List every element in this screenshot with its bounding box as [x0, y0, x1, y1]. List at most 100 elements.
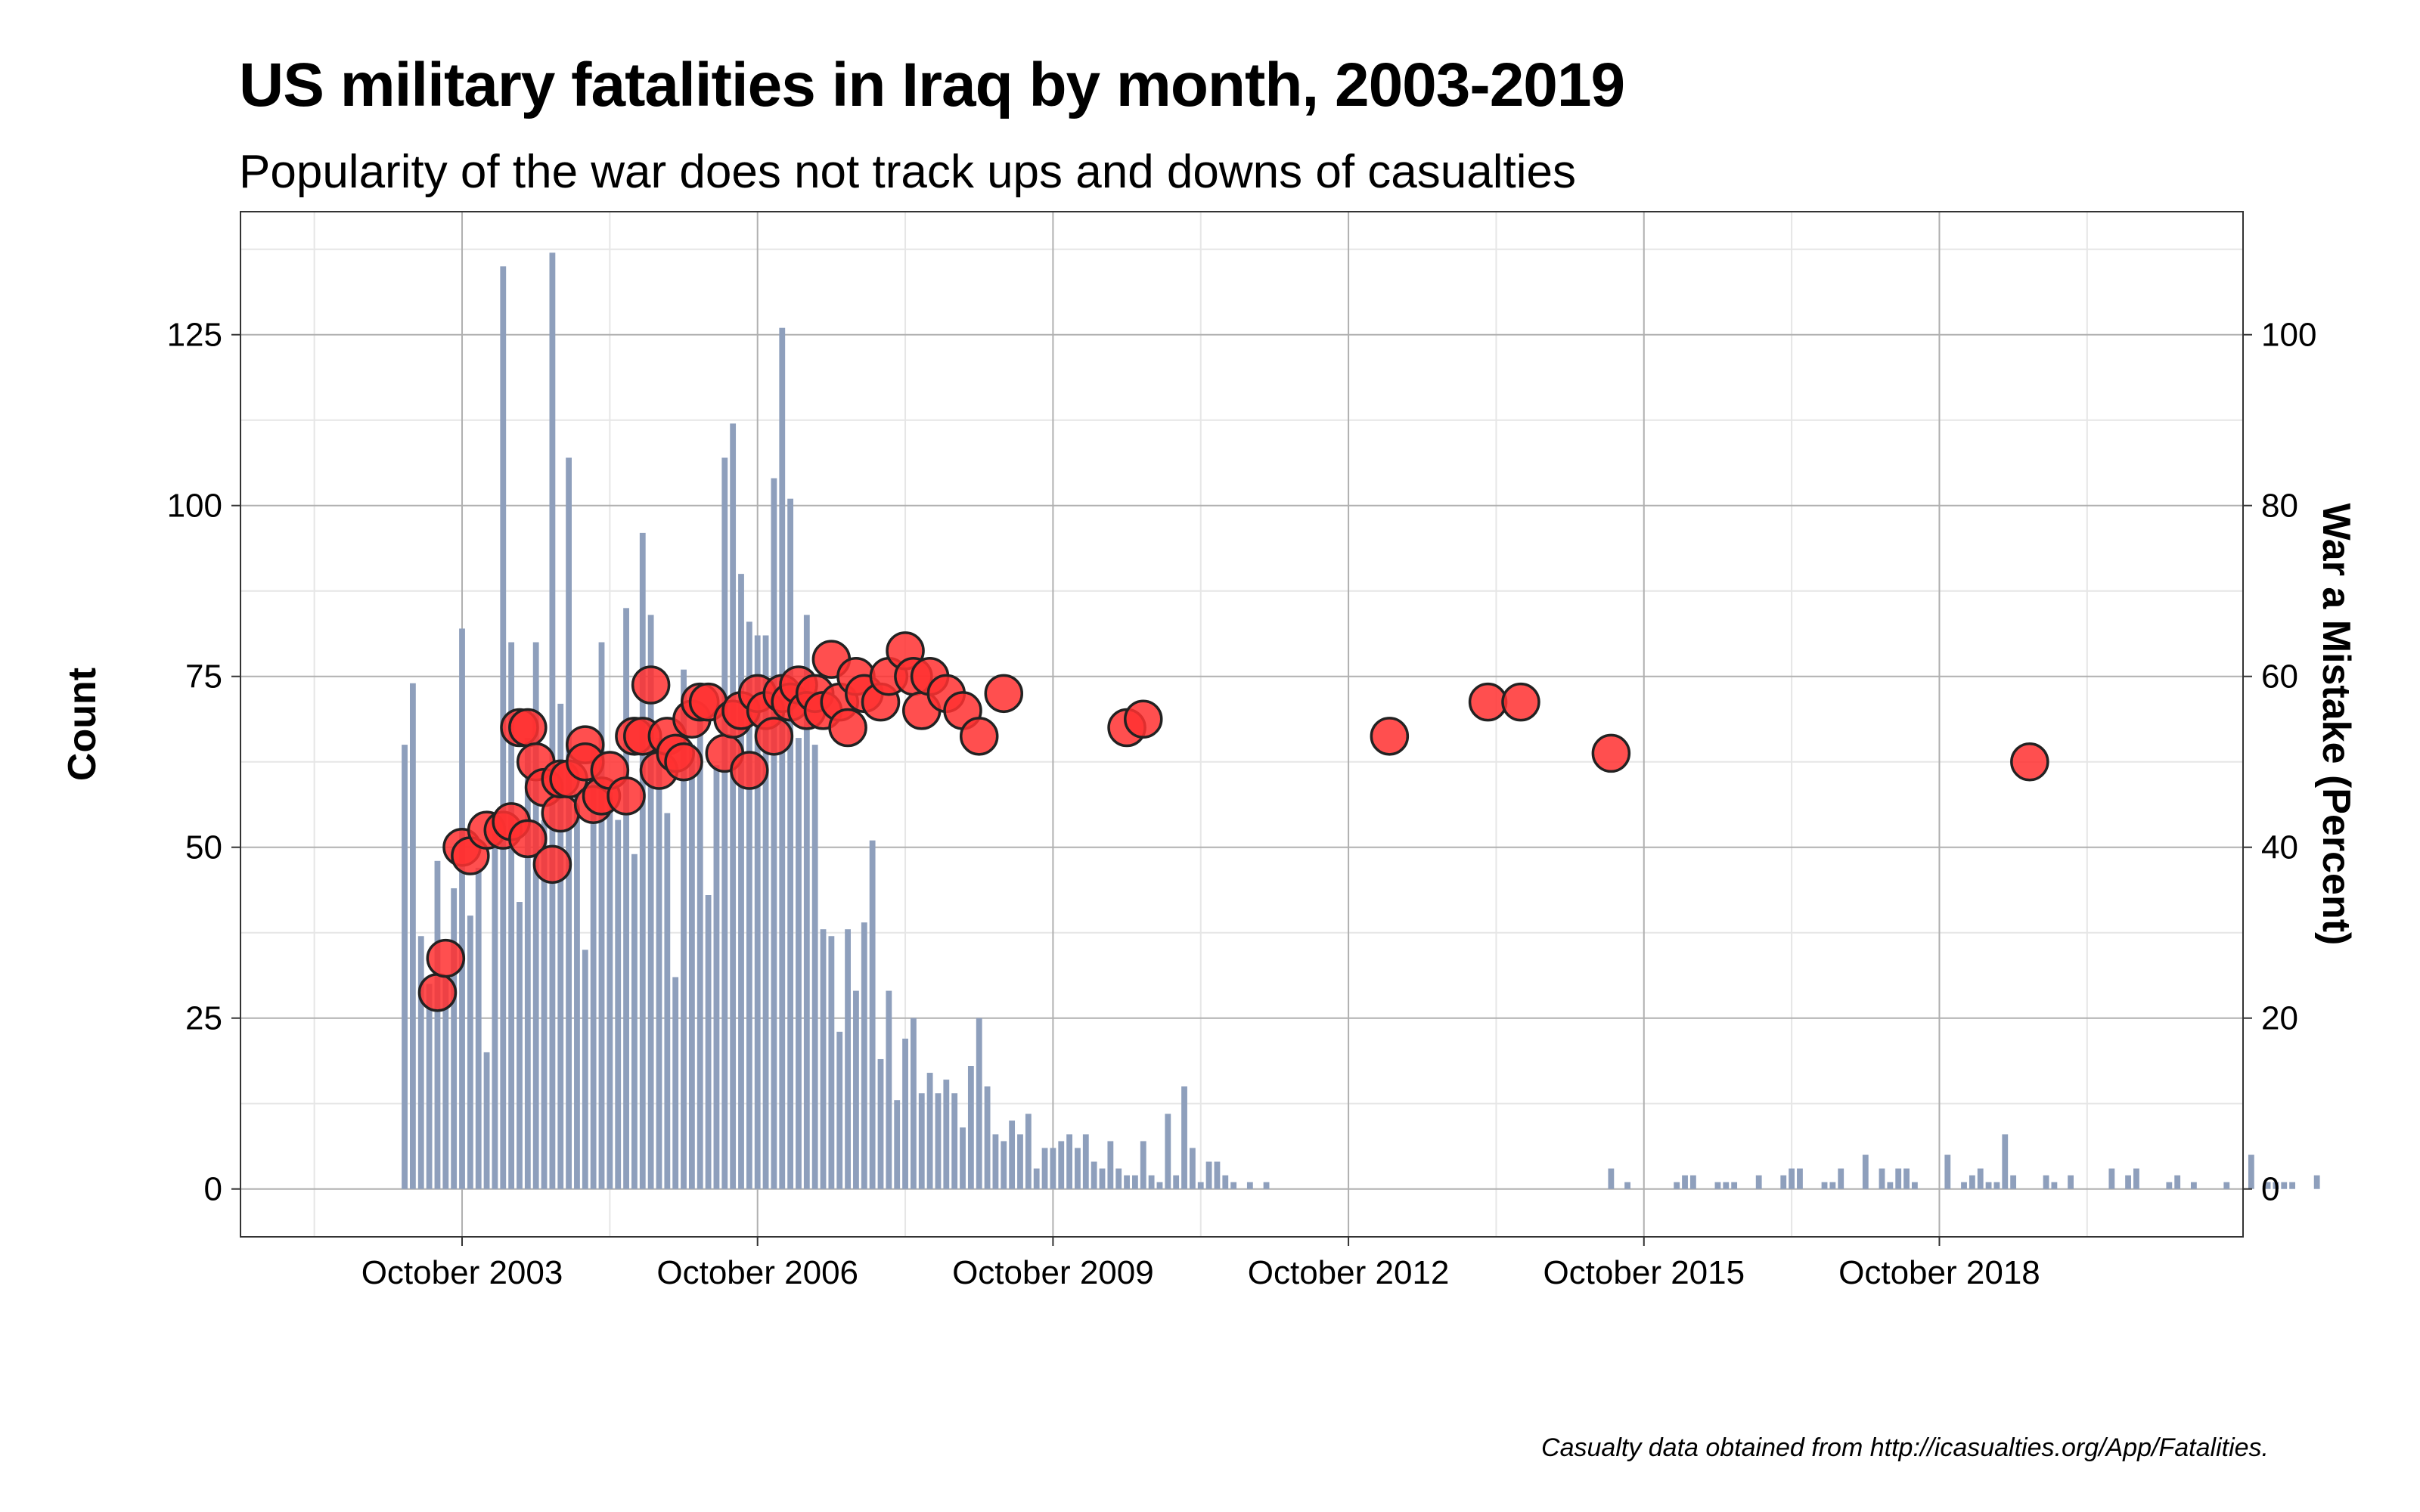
- chart-title: US military fatalities in Iraq by month,…: [239, 51, 1625, 119]
- bar: [1911, 1182, 1918, 1189]
- bar: [762, 635, 769, 1189]
- bar: [532, 642, 539, 1189]
- bar: [2010, 1175, 2017, 1189]
- bar: [1001, 1141, 1007, 1189]
- bar: [926, 1073, 933, 1189]
- bar: [721, 457, 728, 1189]
- bar: [402, 745, 408, 1189]
- bar: [1041, 1148, 1048, 1189]
- bar: [451, 888, 458, 1189]
- bar: [1140, 1141, 1146, 1189]
- bar: [1115, 1168, 1122, 1189]
- y2-tick-label: 0: [2261, 1171, 2279, 1208]
- bar: [796, 738, 802, 1189]
- bar: [688, 745, 695, 1189]
- bar: [541, 820, 548, 1189]
- bar: [2174, 1175, 2181, 1189]
- bar: [1969, 1175, 1975, 1189]
- bar: [1821, 1182, 1828, 1189]
- bar: [1025, 1114, 1032, 1189]
- bar: [1082, 1134, 1089, 1189]
- plot-panel: [240, 211, 2244, 1238]
- y-axis-title: Count: [60, 668, 104, 781]
- bar: [2273, 1182, 2279, 1189]
- bar: [631, 854, 638, 1189]
- bar: [1263, 1182, 1270, 1189]
- y2-tick-label: 100: [2261, 317, 2316, 354]
- bar: [935, 1093, 942, 1189]
- bar: [2223, 1182, 2230, 1189]
- bar: [1624, 1182, 1630, 1189]
- bar: [738, 574, 744, 1189]
- bar: [1985, 1182, 1992, 1189]
- y-tick-label: 75: [185, 658, 222, 696]
- bar: [787, 498, 794, 1189]
- bar: [2043, 1175, 2049, 1189]
- data-point: [1468, 682, 1508, 722]
- x-tick-label: October 2015: [1543, 1254, 1745, 1291]
- bar: [492, 833, 498, 1189]
- bar: [1674, 1182, 1680, 1189]
- data-point: [631, 665, 671, 705]
- data-point: [417, 973, 458, 1012]
- bar: [417, 936, 424, 1189]
- bar: [467, 916, 473, 1189]
- bar: [664, 813, 671, 1189]
- y2-tick-label: 80: [2261, 488, 2298, 525]
- bar: [754, 635, 761, 1189]
- bar: [2281, 1182, 2288, 1189]
- bar: [1903, 1168, 1910, 1189]
- bar: [1682, 1175, 1688, 1189]
- bar: [1017, 1134, 1023, 1189]
- bar: [2166, 1182, 2173, 1189]
- bar: [811, 745, 818, 1189]
- data-point: [730, 751, 769, 790]
- y2-axis-title: War a Mistake (Percent): [2314, 503, 2358, 946]
- bar: [1895, 1168, 1902, 1189]
- bar: [1993, 1182, 2000, 1189]
- bar: [508, 642, 515, 1189]
- bar: [639, 532, 646, 1189]
- x-tick-label: October 2009: [952, 1254, 1154, 1291]
- bar: [1222, 1175, 1229, 1189]
- bar: [2108, 1168, 2115, 1189]
- bar: [582, 950, 588, 1189]
- bar: [1879, 1168, 1885, 1189]
- chart-subtitle: Popularity of the war does not track ups…: [239, 146, 1576, 198]
- bar: [976, 1018, 982, 1189]
- y2-tick-label: 40: [2261, 829, 2298, 866]
- bar: [2133, 1168, 2139, 1189]
- bar: [590, 745, 597, 1189]
- bar: [2313, 1175, 2320, 1189]
- bar: [2125, 1175, 2131, 1189]
- bar: [943, 1080, 950, 1189]
- y-tick-label: 125: [167, 317, 222, 354]
- bar: [1197, 1182, 1204, 1189]
- bar: [1156, 1182, 1163, 1189]
- bar: [771, 478, 777, 1189]
- bar: [615, 820, 622, 1189]
- data-point: [508, 708, 548, 748]
- axis-ticks: 0 25 50 75 100 125 0 20 40 60 80 100 October 2003 Oct…: [167, 317, 2317, 1291]
- data-point: [2010, 742, 2049, 782]
- bar: [1731, 1182, 1738, 1189]
- bar: [1780, 1175, 1787, 1189]
- bar: [426, 984, 433, 1189]
- bar: [984, 1086, 991, 1189]
- bar: [672, 977, 679, 1189]
- bar: [1829, 1182, 1836, 1189]
- bar: [1944, 1154, 1951, 1189]
- bar: [918, 1093, 925, 1189]
- bar: [894, 1100, 901, 1189]
- y-tick-label: 50: [185, 829, 222, 866]
- bar: [1009, 1120, 1016, 1189]
- bar: [1058, 1141, 1065, 1189]
- bar: [2002, 1134, 2009, 1189]
- bar: [549, 253, 556, 1189]
- bar: [730, 423, 737, 1189]
- bar: [713, 765, 720, 1189]
- bar: [992, 1134, 999, 1189]
- bar: [886, 990, 892, 1189]
- bar: [1689, 1175, 1696, 1189]
